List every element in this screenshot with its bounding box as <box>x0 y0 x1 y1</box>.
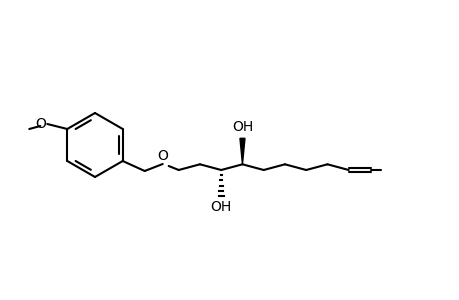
Text: OH: OH <box>231 120 252 134</box>
Polygon shape <box>240 138 245 164</box>
Text: O: O <box>35 117 46 131</box>
Text: OH: OH <box>210 200 231 214</box>
Text: O: O <box>157 149 168 163</box>
